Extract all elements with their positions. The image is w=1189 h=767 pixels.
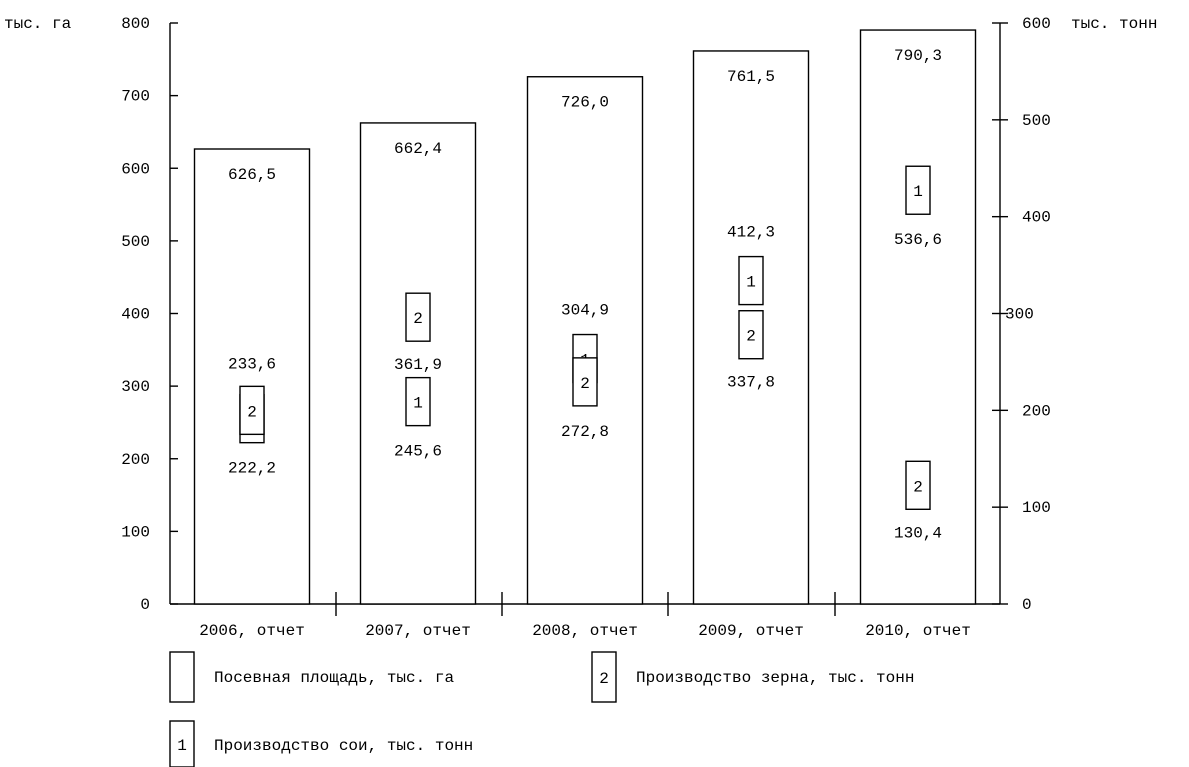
legend-swatch-symbol: 2 [599, 670, 609, 688]
right-axis-unit-label: тыс. тонн [1071, 15, 1157, 33]
left-tick-label: 400 [121, 306, 150, 324]
grain-value-label: 130,4 [894, 524, 942, 542]
left-tick-label: 100 [121, 523, 150, 541]
soy-marker-symbol: 1 [746, 274, 756, 292]
left-tick-label: 200 [121, 451, 150, 469]
grain-marker-symbol: 2 [247, 403, 257, 421]
grain-value-label: 233,6 [228, 355, 276, 373]
right-tick-label: 200 [1022, 402, 1051, 420]
grain-marker-symbol: 2 [413, 310, 423, 328]
x-tick-label: 2010, отчет [865, 622, 971, 640]
legend-label: Производство сои, тыс. тонн [214, 737, 473, 755]
right-tick-label: 600 [1022, 15, 1051, 33]
right-tick-label: 400 [1022, 209, 1051, 227]
bar-value-label: 662,4 [394, 140, 442, 158]
right-tick-label: 0 [1022, 596, 1032, 614]
legend-swatch-symbol: 1 [177, 737, 187, 755]
grain-marker-symbol: 2 [580, 375, 590, 393]
right-tick-label: 300 [1005, 306, 1034, 324]
grain-value-label: 361,9 [394, 356, 442, 374]
legend-swatch [170, 652, 194, 702]
grain-value-label: 337,8 [727, 374, 775, 392]
right-axis: 0 100 200 300 400 500 600 тыс. тонн [992, 15, 1157, 614]
left-tick-label: 800 [121, 15, 150, 33]
bar-value-label: 790,3 [894, 47, 942, 65]
legend: Посевная площадь, тыс. га 2 Производство з… [170, 652, 914, 767]
left-tick-label: 700 [121, 88, 150, 106]
bar-value-label: 626,5 [228, 166, 276, 184]
left-axis-unit-label: тыс. га [4, 15, 72, 33]
legend-label: Посевная площадь, тыс. га [214, 669, 454, 687]
soy-value-label: 222,2 [228, 460, 276, 478]
bar-value-label: 726,0 [561, 94, 609, 112]
left-tick-label: 600 [121, 160, 150, 178]
right-tick-label: 100 [1022, 499, 1051, 517]
x-tick-label: 2006, отчет [199, 622, 305, 640]
legend-label: Производство зерна, тыс. тонн [636, 669, 914, 687]
left-tick-label: 0 [140, 596, 150, 614]
x-tick-label: 2009, отчет [698, 622, 804, 640]
soy-marker-symbol: 1 [913, 183, 923, 201]
bar-sown-area [195, 149, 310, 604]
x-tick-label: 2007, отчет [365, 622, 471, 640]
x-tick-label: 2008, отчет [532, 622, 638, 640]
left-tick-label: 500 [121, 233, 150, 251]
soy-marker-symbol: 1 [413, 395, 423, 413]
right-tick-label: 500 [1022, 112, 1051, 130]
left-tick-label: 300 [121, 378, 150, 396]
soy-value-label: 245,6 [394, 443, 442, 461]
left-axis: 0 100 200 300 400 500 600 700 800 тыс. га [4, 15, 178, 614]
soy-value-label: 536,6 [894, 231, 942, 249]
grain-marker-symbol: 2 [746, 328, 756, 346]
soy-value-label: 304,9 [561, 302, 609, 320]
soy-value-label: 412,3 [727, 224, 775, 242]
grain-marker-symbol: 2 [913, 478, 923, 496]
bar-sown-area [861, 30, 976, 604]
grain-value-label: 272,8 [561, 423, 609, 441]
bar-value-label: 761,5 [727, 68, 775, 86]
